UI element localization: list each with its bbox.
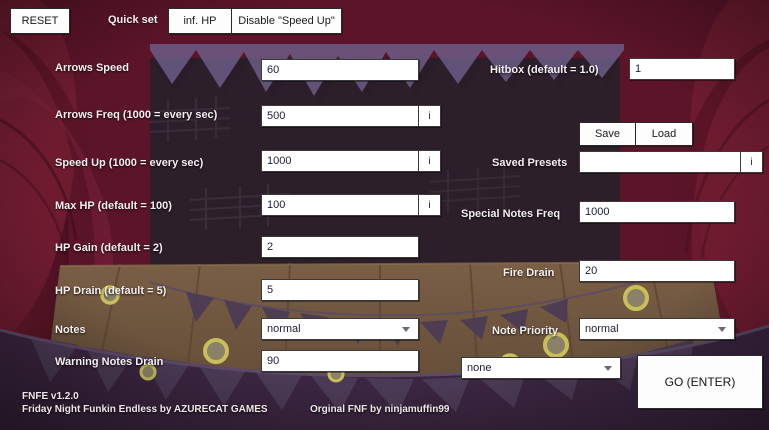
label-arrows-freq: Arrows Freq (1000 = every sec) [55,109,218,121]
label-notes: Notes [55,324,86,336]
input-saved-presets[interactable] [579,151,741,173]
reset-button[interactable]: RESET [10,8,70,34]
footer-original-credit: Orginal FNF by ninjamuffin99 [310,404,450,415]
label-saved-presets: Saved Presets [492,157,568,169]
load-preset-button[interactable]: Load [636,122,693,146]
row-speed-up: Speed Up (1000 = every sec) [55,152,265,174]
info-icon-saved-presets[interactable]: i [741,151,763,173]
label-note-priority: Note Priority [492,325,559,337]
chevron-down-icon [402,326,410,332]
select-song[interactable]: none [461,357,621,379]
info-icon-speed-up[interactable]: i [419,150,441,172]
toolbar: RESET Quick set inf. HP Disable "Speed U… [0,0,769,42]
label-hp-gain: HP Gain (default = 2) [55,242,163,254]
input-warning-notes-drain[interactable]: 90 [261,350,419,372]
save-preset-button[interactable]: Save [579,122,636,146]
field-group-saved-presets: i [579,151,763,173]
footer-version: FNFE v1.2.0 [22,391,79,402]
label-hp-drain: HP Drain (default = 5) [55,285,167,297]
quickset-label: Quick set [108,14,158,26]
select-notes[interactable]: normal [261,318,419,340]
label-fire-drain: Fire Drain [503,267,555,279]
quickset-inf-hp-button[interactable]: inf. HP [168,8,232,34]
row-arrows-speed: Arrows Speed [55,57,255,79]
select-song-value: none [467,362,492,374]
row-hp-gain: HP Gain (default = 2) [55,237,255,259]
info-icon-arrows-freq[interactable]: i [419,105,441,127]
chevron-down-icon [718,326,726,332]
row-hitbox: Hitbox (default = 1.0) [490,59,620,81]
row-note-priority: Note Priority [492,320,572,342]
row-notes: Notes [55,319,255,341]
quickset-disable-speedup-button[interactable]: Disable "Speed Up" [232,8,342,34]
label-arrows-speed: Arrows Speed [55,62,129,74]
label-hitbox: Hitbox (default = 1.0) [490,64,599,76]
field-group-arrows-freq: 500 i [261,105,441,127]
input-hp-gain[interactable]: 2 [261,236,419,258]
row-fire-drain: Fire Drain [503,262,573,284]
input-speed-up[interactable]: 1000 [261,150,419,172]
quickset-group: inf. HP Disable "Speed Up" [168,8,342,34]
input-fire-drain[interactable]: 20 [579,260,735,282]
select-note-priority[interactable]: normal [579,318,735,340]
go-enter-button[interactable]: GO (ENTER) [637,355,763,409]
input-hp-drain[interactable]: 5 [261,279,419,301]
label-special-notes-freq: Special Notes Freq [461,208,561,220]
label-warning-notes-drain: Warning Notes Drain [55,356,164,368]
select-note-priority-value: normal [585,323,619,335]
chevron-down-icon [604,365,612,371]
input-arrows-freq[interactable]: 500 [261,105,419,127]
row-max-hp: Max HP (default = 100) [55,195,265,217]
row-warning-notes-drain: Warning Notes Drain [55,351,255,373]
field-group-max-hp: 100 i [261,194,441,216]
row-special-notes-freq: Special Notes Freq [461,203,573,225]
row-hp-drain: HP Drain (default = 5) [55,280,255,302]
input-max-hp[interactable]: 100 [261,194,419,216]
input-hitbox[interactable]: 1 [629,58,735,80]
row-saved-presets: Saved Presets [492,152,574,174]
select-notes-value: normal [267,323,301,335]
input-special-notes-freq[interactable]: 1000 [579,201,735,223]
input-arrows-speed[interactable]: 60 [261,59,419,81]
label-max-hp: Max HP (default = 100) [55,200,172,212]
info-icon-max-hp[interactable]: i [419,194,441,216]
field-group-speed-up: 1000 i [261,150,441,172]
row-arrows-freq: Arrows Freq (1000 = every sec) [55,104,265,126]
footer-credit: Friday Night Funkin Endless by AZURECAT … [22,404,268,415]
label-speed-up: Speed Up (1000 = every sec) [55,157,204,169]
presets-save-load-group: Save Load [579,122,693,146]
